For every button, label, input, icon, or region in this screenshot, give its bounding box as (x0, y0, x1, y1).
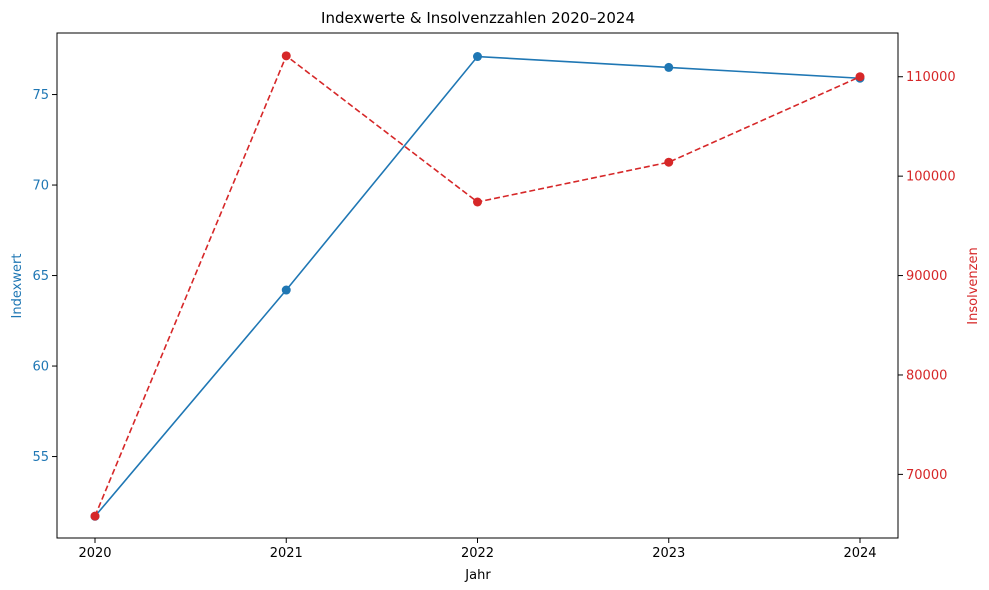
data-point-right (664, 157, 674, 167)
chart-title: Indexwerte & Insolvenzzahlen 2020–2024 (321, 9, 635, 27)
right-y-tick-label: 110000 (906, 70, 956, 85)
left-y-tick-label: 55 (32, 450, 49, 465)
series-right (90, 51, 865, 521)
data-point-left (473, 52, 482, 62)
left-y-tick-label: 75 (32, 88, 49, 103)
x-tick-label: 2023 (652, 546, 685, 561)
data-point-right (90, 511, 100, 521)
right-y-tick-label: 90000 (906, 269, 947, 284)
x-tick-label: 2020 (78, 546, 111, 561)
x-axis-title: Jahr (464, 568, 491, 583)
data-point-right (281, 51, 291, 61)
series-line-left (94, 55, 861, 517)
left-y-tick-label: 70 (32, 179, 49, 194)
left-y-tick-label: 60 (32, 360, 49, 375)
plot-frame (56, 32, 899, 539)
axes: 2020 2021 2022 2023 2024 55 60 65 70 75 70000 80000… (32, 32, 956, 561)
data-point-right (855, 72, 865, 82)
right-y-tick-label: 80000 (906, 368, 947, 383)
data-point-left (664, 62, 674, 72)
data-point-right (473, 197, 482, 207)
left-axis-title: Indexwert (10, 254, 25, 319)
x-tick-label: 2021 (270, 546, 303, 561)
left-y-tick-label: 65 (32, 269, 49, 284)
x-tick-label: 2022 (461, 546, 494, 561)
series-left (90, 52, 865, 521)
data-point-left (281, 285, 291, 295)
right-axis-title: Insolvenzen (966, 247, 981, 324)
series-line-right (94, 54, 861, 517)
right-y-tick-label: 100000 (906, 170, 956, 185)
x-tick-label: 2024 (843, 546, 876, 561)
right-y-tick-label: 70000 (906, 468, 947, 483)
